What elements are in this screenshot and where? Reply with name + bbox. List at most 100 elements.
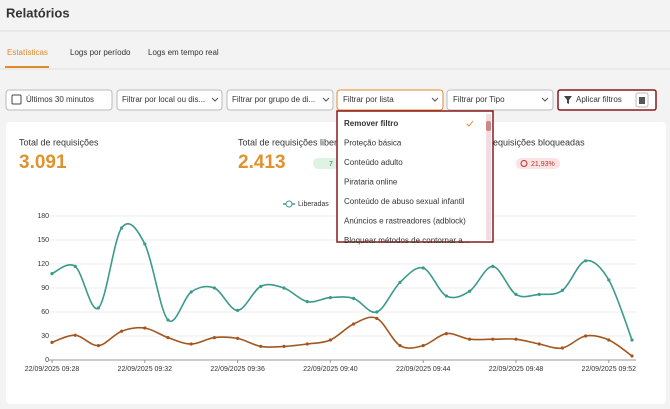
point <box>398 280 402 284</box>
x-tick-label: 22/09/2025 09:52 <box>582 366 637 373</box>
filter-bar: Últimos 30 minutos Filtrar por local ou … <box>5 89 657 111</box>
dropdown-option[interactable]: Anúncios e rastreadores (adblock) <box>344 217 466 226</box>
point <box>468 337 472 341</box>
point <box>259 344 263 348</box>
point <box>143 242 147 246</box>
point <box>73 264 77 268</box>
filter-icon <box>564 96 572 104</box>
x-tick-label: 22/09/2025 09:44 <box>396 366 451 373</box>
y-tick-label: 120 <box>37 261 49 268</box>
point <box>189 342 193 346</box>
point <box>537 342 541 346</box>
point <box>305 342 309 346</box>
point <box>212 286 216 290</box>
badge-text: 21,93% <box>531 161 555 168</box>
apply-button[interactable] <box>557 89 657 111</box>
point <box>444 332 448 336</box>
point <box>421 266 425 270</box>
y-tick-label: 0 <box>45 357 49 364</box>
point <box>352 322 356 326</box>
badge-text: 7 <box>329 161 333 168</box>
page-title: Relatórios <box>6 5 70 20</box>
apply-text: Aplicar filtros <box>576 95 622 104</box>
filter-text: Filtrar por lista <box>343 95 394 104</box>
badge <box>516 158 560 169</box>
point <box>328 296 332 300</box>
point <box>120 329 124 333</box>
point <box>236 336 240 340</box>
point <box>514 292 518 296</box>
point <box>282 344 286 348</box>
dropdown: Remover filtro Proteção básica Conteúdo ad… <box>336 110 494 245</box>
stat-value: 3.091 <box>19 152 67 173</box>
dropdown-option[interactable]: Conteúdo de abuso sexual infantil <box>344 197 465 206</box>
x-tick-label: 22/09/2025 09:48 <box>489 366 544 373</box>
stat-label: Total de requisições <box>19 137 99 147</box>
filter-box[interactable] <box>226 89 334 111</box>
filter-text: Filtrar por local ou dis... <box>122 95 205 104</box>
filter-box[interactable] <box>5 89 113 111</box>
x-tick-label: 22/09/2025 09:32 <box>118 366 173 373</box>
legend-marker <box>285 200 293 208</box>
series-line <box>51 316 633 357</box>
dropdown-option[interactable]: Conteúdo adulto <box>344 158 403 167</box>
point <box>468 289 472 293</box>
point <box>96 306 100 310</box>
legend-label: Liberadas <box>298 201 329 208</box>
tab[interactable]: Logs em tempo real <box>148 48 219 57</box>
y-tick-label: 180 <box>37 213 49 220</box>
stat-label: Total de requisições libera <box>238 137 342 147</box>
point <box>50 272 54 276</box>
point <box>212 336 216 340</box>
dropdown-option[interactable]: Proteção básica <box>344 139 402 148</box>
x-tick-label: 22/09/2025 09:28 <box>25 366 80 373</box>
point <box>607 278 611 282</box>
stat-label: equisições bloqueadas <box>493 137 585 147</box>
point <box>421 344 425 348</box>
point <box>444 294 448 298</box>
point <box>584 334 588 338</box>
y-tick-label: 30 <box>41 333 49 340</box>
point <box>328 338 332 342</box>
filter-box[interactable] <box>446 89 554 111</box>
x-tick-label: 22/09/2025 09:36 <box>210 366 265 373</box>
tab[interactable]: Logs por período <box>70 48 131 57</box>
point <box>166 336 170 340</box>
point <box>537 292 541 296</box>
filter-text: Últimos 30 minutos <box>26 95 94 104</box>
filter-box[interactable] <box>116 89 223 111</box>
chevrons <box>211 97 549 102</box>
point <box>120 226 124 230</box>
filter-box[interactable] <box>336 89 444 111</box>
tab-active[interactable]: Estatísticas <box>7 48 48 57</box>
filter-text: Filtrar por Tipo <box>453 95 505 104</box>
point <box>305 300 309 304</box>
point <box>584 259 588 263</box>
point <box>96 344 100 348</box>
scrollbar <box>486 114 491 240</box>
dropdown-option[interactable]: Remover filtro <box>344 119 398 128</box>
point <box>491 264 495 268</box>
tab-underline <box>5 66 49 68</box>
filter-text: Filtrar por grupo de di... <box>232 95 315 104</box>
stat-value: 2.413 <box>238 152 286 173</box>
point <box>352 296 356 300</box>
dropdown-option[interactable]: Bloquear métodos de contornar a... <box>344 236 469 245</box>
point <box>630 354 634 358</box>
point <box>630 338 634 342</box>
y-tick-label: 150 <box>37 237 49 244</box>
point <box>491 337 495 341</box>
trash-icon <box>639 97 645 104</box>
dropdown-option[interactable]: Pirataria online <box>344 178 398 187</box>
point <box>514 337 518 341</box>
point <box>560 346 565 350</box>
chart: 0 30 60 90 120 150 180 22/09/2025 09:28 22/09/20… <box>25 200 637 373</box>
point <box>73 333 77 337</box>
point <box>282 286 286 290</box>
badge <box>313 158 339 169</box>
point <box>143 326 147 330</box>
dropdown-panel <box>336 110 494 243</box>
point <box>236 308 240 312</box>
block-icon <box>520 160 528 167</box>
